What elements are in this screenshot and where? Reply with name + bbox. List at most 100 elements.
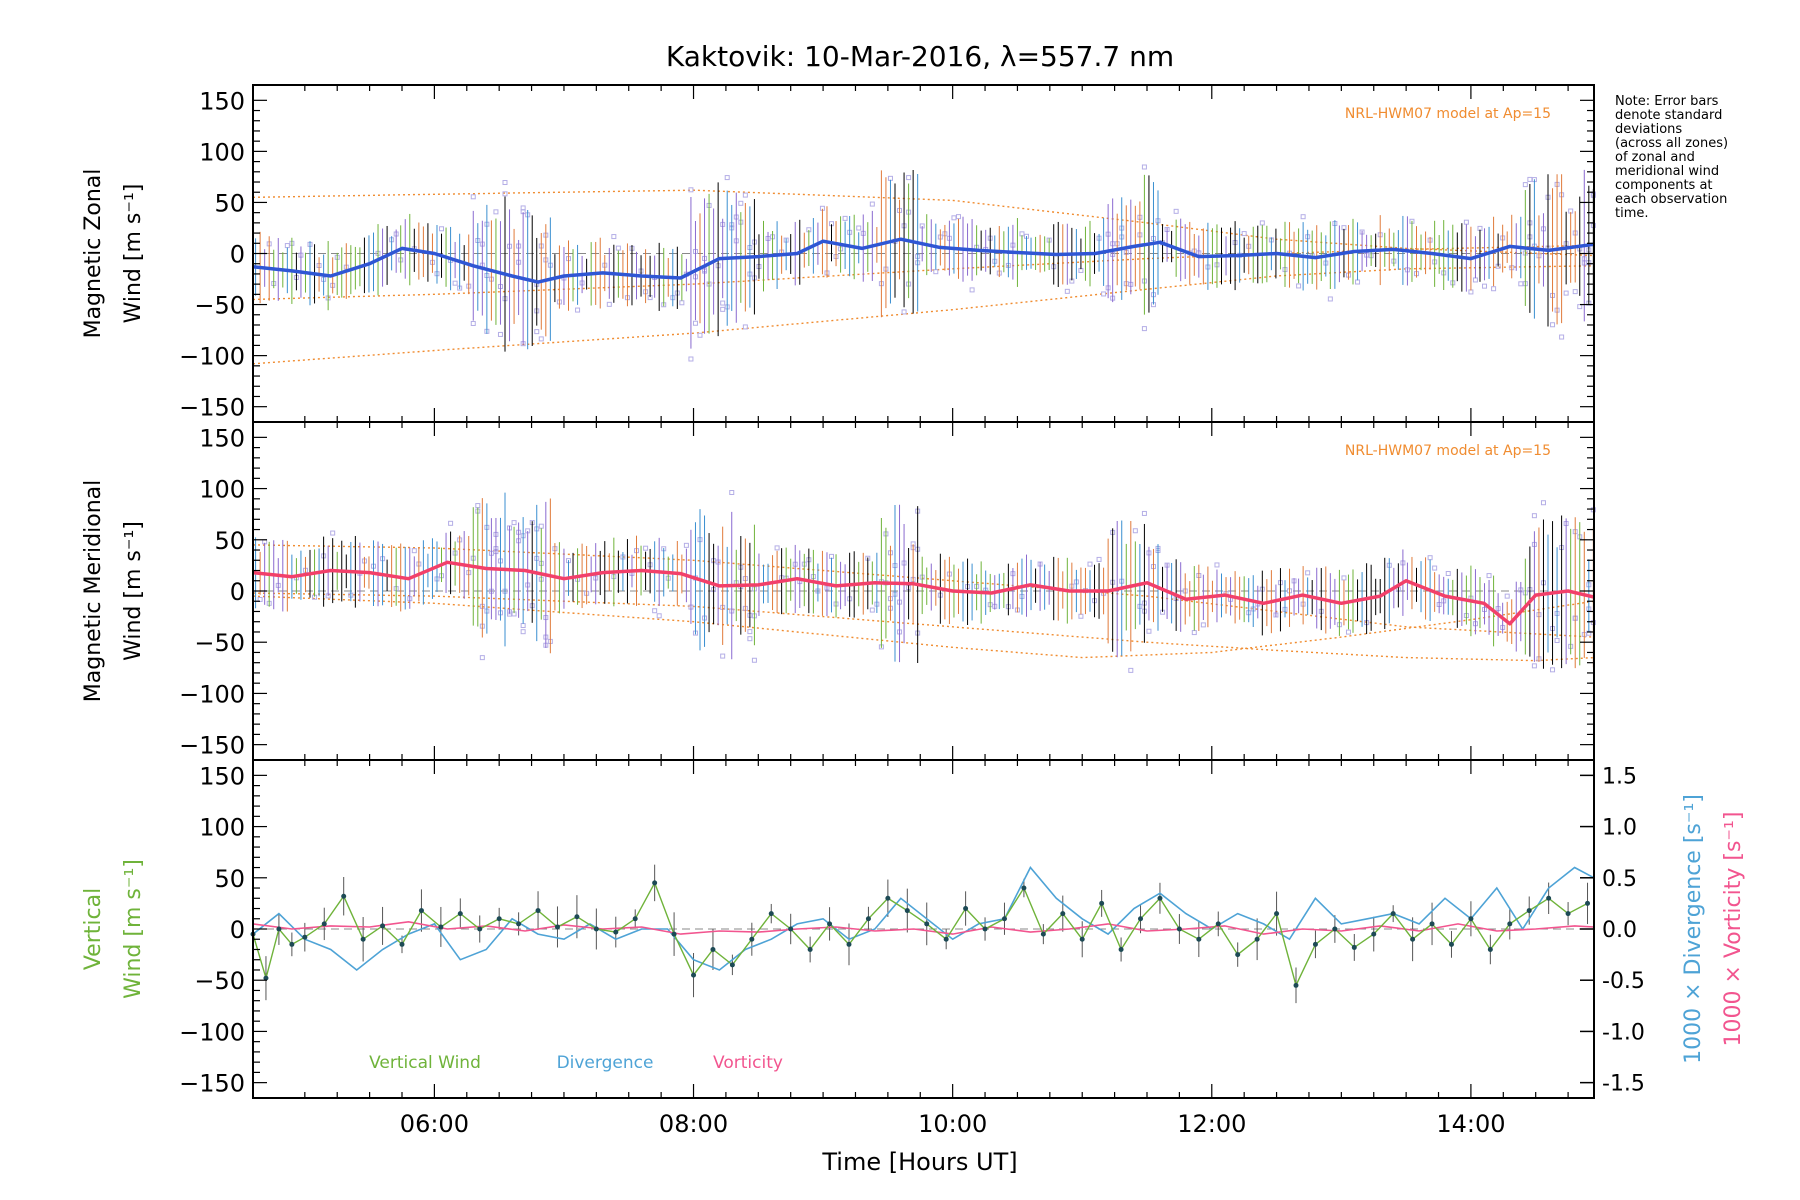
zone-point bbox=[955, 214, 961, 220]
zone-point bbox=[1563, 290, 1569, 296]
zone-point bbox=[747, 629, 753, 635]
zone-point bbox=[1327, 296, 1333, 302]
zone-point bbox=[534, 329, 540, 335]
vertical-wind-point bbox=[827, 921, 833, 927]
y-tick-label: −100 bbox=[179, 1018, 245, 1046]
zone-point bbox=[1531, 663, 1537, 669]
zone-point bbox=[1463, 219, 1469, 225]
y-tick-label: −100 bbox=[179, 343, 245, 371]
vertical-wind-point bbox=[276, 926, 282, 932]
vertical-wind-point bbox=[1060, 911, 1066, 917]
zone-point bbox=[497, 331, 503, 337]
vertical-wind-point bbox=[418, 908, 424, 914]
vertical-wind-point bbox=[1040, 931, 1046, 937]
vertical-wind-point bbox=[1351, 944, 1357, 950]
zone-point bbox=[284, 243, 290, 249]
vertical-wind-point bbox=[671, 931, 677, 937]
y2-tick-label: 0.0 bbox=[1602, 918, 1637, 943]
model-label: NRL-HWM07 model at Ap=15 bbox=[1345, 443, 1551, 459]
zone-point bbox=[1191, 630, 1197, 636]
model-curve-1 bbox=[252, 189, 1595, 257]
vertical-wind-point bbox=[1215, 921, 1221, 927]
zone-point bbox=[1482, 283, 1488, 289]
zone-point bbox=[1445, 571, 1451, 577]
zone-point bbox=[611, 234, 617, 240]
zone-point bbox=[1355, 279, 1361, 285]
vertical-wind-point bbox=[321, 921, 327, 927]
y2-label-divergence: 1000 × Divergence [s⁻¹] bbox=[1681, 794, 1706, 1064]
y-tick-label: 150 bbox=[199, 424, 245, 452]
zone-point bbox=[1101, 291, 1107, 297]
vertical-wind-point bbox=[632, 916, 638, 922]
ylabel-line2-meridional: Wind [m s⁻¹] bbox=[121, 521, 146, 661]
mean_zonal-line bbox=[252, 237, 1595, 284]
zone-point bbox=[720, 306, 726, 312]
zone-point bbox=[1096, 556, 1102, 562]
mean_meridional-line bbox=[252, 560, 1595, 626]
zone-point bbox=[901, 309, 907, 315]
vertical-wind-point bbox=[885, 895, 891, 901]
vertical-wind-point bbox=[1468, 916, 1474, 922]
zone-point bbox=[411, 548, 417, 554]
zone-point bbox=[1572, 289, 1578, 295]
y2-label-vorticity: 1000 × Vorticity [s⁻¹] bbox=[1721, 812, 1746, 1047]
vertical-wind-point bbox=[1138, 916, 1144, 922]
vertical-wind-point bbox=[1274, 911, 1280, 917]
vertical-wind-point bbox=[593, 926, 599, 932]
zone-point bbox=[1577, 304, 1583, 310]
vertical-wind-point bbox=[613, 929, 619, 935]
vertical-wind-point bbox=[574, 914, 580, 920]
zone-point bbox=[1300, 214, 1306, 220]
vertical-wind-point bbox=[1448, 941, 1454, 947]
zone-point bbox=[906, 175, 912, 181]
vertical-wind-point bbox=[1293, 982, 1299, 988]
zone-point bbox=[493, 209, 499, 215]
y-tick-label: −100 bbox=[179, 680, 245, 708]
zone-point bbox=[538, 336, 544, 342]
vertical-wind-point bbox=[1565, 911, 1571, 917]
vertical-wind-point bbox=[1235, 952, 1241, 958]
zone-point bbox=[1527, 176, 1533, 182]
y-tick-label: 100 bbox=[199, 138, 245, 166]
x-tick-label: 12:00 bbox=[1177, 1110, 1246, 1138]
note-line: meridional wind bbox=[1615, 164, 1720, 179]
zone-point bbox=[502, 191, 508, 197]
vertical-wind-point bbox=[1118, 946, 1124, 952]
model-curve-2 bbox=[252, 595, 1595, 659]
zone-point bbox=[842, 215, 848, 221]
note-line: Note: Error bars bbox=[1615, 94, 1719, 109]
zone-point bbox=[742, 324, 748, 330]
zone-point bbox=[1468, 289, 1474, 295]
zone-point bbox=[751, 657, 757, 663]
vertical-wind-point bbox=[341, 893, 347, 899]
y-tick-label: −150 bbox=[179, 732, 245, 760]
zone-point bbox=[330, 530, 336, 536]
vertical-wind-point bbox=[1371, 931, 1377, 937]
text-layer: NRL-HWM07 model at Ap=15 −150 −100 −50 0 50 10… bbox=[81, 87, 1746, 1176]
model-curve-3 bbox=[252, 592, 1595, 662]
zone-point bbox=[742, 192, 748, 198]
vertical-wind-point bbox=[691, 972, 697, 978]
zone-point bbox=[643, 545, 649, 551]
vertical-wind-point bbox=[1585, 900, 1591, 906]
zone-point bbox=[1087, 561, 1093, 567]
vertical-wind-point bbox=[729, 962, 735, 968]
zone-point bbox=[479, 655, 485, 661]
zone-point bbox=[652, 608, 658, 614]
note-line: time. bbox=[1615, 206, 1649, 221]
legend-vertical-wind: Vertical Wind bbox=[369, 1053, 481, 1073]
vertical-wind-point bbox=[924, 921, 930, 927]
vertical-wind-point bbox=[710, 946, 716, 952]
zone-point bbox=[1531, 513, 1537, 519]
y-tick-label: −50 bbox=[194, 967, 245, 995]
divergence-line bbox=[252, 866, 1595, 972]
zone-point bbox=[720, 300, 726, 306]
note-line: of zonal and bbox=[1615, 150, 1695, 165]
zone-point bbox=[869, 201, 875, 207]
vertical-wind-point bbox=[457, 911, 463, 917]
vertical-wind-point bbox=[1507, 921, 1513, 927]
x-axis-label: Time [Hours UT] bbox=[821, 1148, 1017, 1176]
vertical-wind-point bbox=[380, 923, 386, 929]
zone-point bbox=[520, 629, 526, 635]
x-tick-label: 08:00 bbox=[659, 1110, 728, 1138]
